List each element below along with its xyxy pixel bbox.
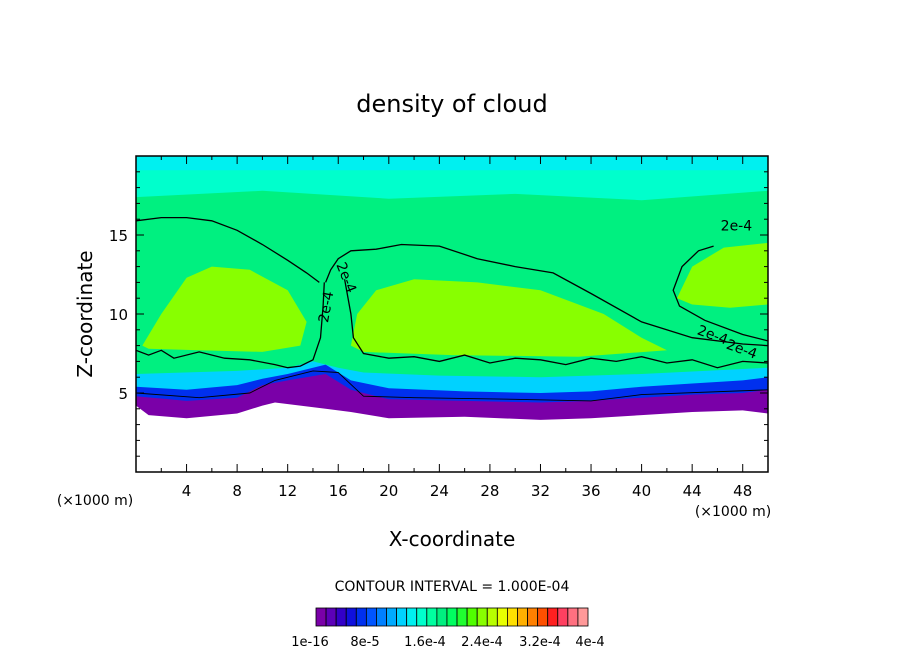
x-tick-label: 36 <box>581 482 600 500</box>
colorbar-tick-label: 1e-16 <box>291 635 329 650</box>
contour-line-left-top <box>136 216 320 283</box>
colorbar-swatch <box>345 607 357 627</box>
colorbar-labels: 1e-16 8e-5 1.6e-4 2.4e-4 3.2e-4 4e-4 <box>291 635 604 650</box>
x-tick-label: 8 <box>232 482 242 500</box>
colorbar-swatch <box>365 607 377 627</box>
y-tick-label: 5 <box>118 385 128 403</box>
contour-interval-text: CONTOUR INTERVAL = 1.000E-04 <box>335 579 570 595</box>
colorbar-swatch <box>537 607 549 627</box>
colorbar-swatch <box>577 607 589 627</box>
field-core-left <box>142 266 307 352</box>
colorbar-swatch <box>486 607 498 627</box>
colorbar <box>315 607 589 627</box>
colorbar-swatch <box>466 607 478 627</box>
x-tick-label: 20 <box>379 482 398 500</box>
colorbar-swatch <box>436 607 448 627</box>
chart-title: density of cloud <box>356 90 547 118</box>
contour-line-right <box>672 245 768 342</box>
x-tick-label: 24 <box>430 482 449 500</box>
y-tick-label: 10 <box>109 306 128 324</box>
y-tick-label: 15 <box>109 227 128 245</box>
colorbar-swatch <box>496 607 508 627</box>
colorbar-tick-label: 3.2e-4 <box>519 635 561 650</box>
colorbar-swatch <box>416 607 428 627</box>
colorbar-swatch <box>376 607 387 627</box>
colorbar-swatch <box>567 607 579 627</box>
colorbar-swatch <box>517 607 528 627</box>
colorbar-swatch <box>507 607 518 627</box>
colorbar-swatch <box>386 607 397 627</box>
colorbar-swatch <box>527 607 539 627</box>
colorbar-swatch <box>456 607 468 627</box>
colorbar-swatch <box>355 607 367 627</box>
x-axis-label: X-coordinate <box>389 527 516 551</box>
x-tick-label: 40 <box>632 482 651 500</box>
colorbar-tick-label: 4e-4 <box>575 635 604 650</box>
contour-line-base <box>136 370 768 402</box>
colorbar-tick-label: 1.6e-4 <box>404 635 446 650</box>
colorbar-swatch <box>547 607 559 627</box>
x-tick-label: 32 <box>531 482 550 500</box>
colorbar-swatch <box>325 607 337 627</box>
colorbar-swatch <box>335 607 347 627</box>
contour-label: 2e-4 <box>316 290 337 324</box>
x-axis-ticks: 4 8 12 16 20 24 28 32 36 40 44 48 <box>160 156 752 500</box>
x-tick-label: 48 <box>733 482 752 500</box>
contour-line-upper <box>324 243 768 347</box>
contour-line-left-bottom <box>136 282 325 369</box>
cloud-density-field <box>136 156 768 472</box>
colorbar-swatch <box>315 607 327 627</box>
contour-label: 2e-4 <box>721 218 753 234</box>
field-core-center <box>350 279 667 357</box>
x-axis-unit-right: (×1000 m) <box>695 504 771 520</box>
colorbar-swatch <box>406 607 418 627</box>
contour-line-lower <box>343 279 768 369</box>
y-axis-label: Z-coordinate <box>73 250 97 377</box>
x-tick-label: 12 <box>278 482 297 500</box>
colorbar-tick-label: 8e-5 <box>350 635 379 650</box>
x-tick-label: 44 <box>683 482 702 500</box>
colorbar-swatch <box>396 607 408 627</box>
colorbar-swatch <box>476 607 488 627</box>
x-tick-label: 4 <box>182 482 192 500</box>
field-band-topmost <box>136 156 768 171</box>
x-axis-unit-left: (×1000 m) <box>57 493 133 509</box>
field-core-right <box>677 242 768 308</box>
colorbar-swatch <box>426 607 438 627</box>
x-tick-label: 16 <box>329 482 348 500</box>
y-axis-ticks: 5 10 15 <box>109 171 768 457</box>
colorbar-swatch <box>446 607 458 627</box>
colorbar-swatch <box>557 607 569 627</box>
x-tick-label: 28 <box>480 482 499 500</box>
colorbar-tick-label: 2.4e-4 <box>461 635 503 650</box>
